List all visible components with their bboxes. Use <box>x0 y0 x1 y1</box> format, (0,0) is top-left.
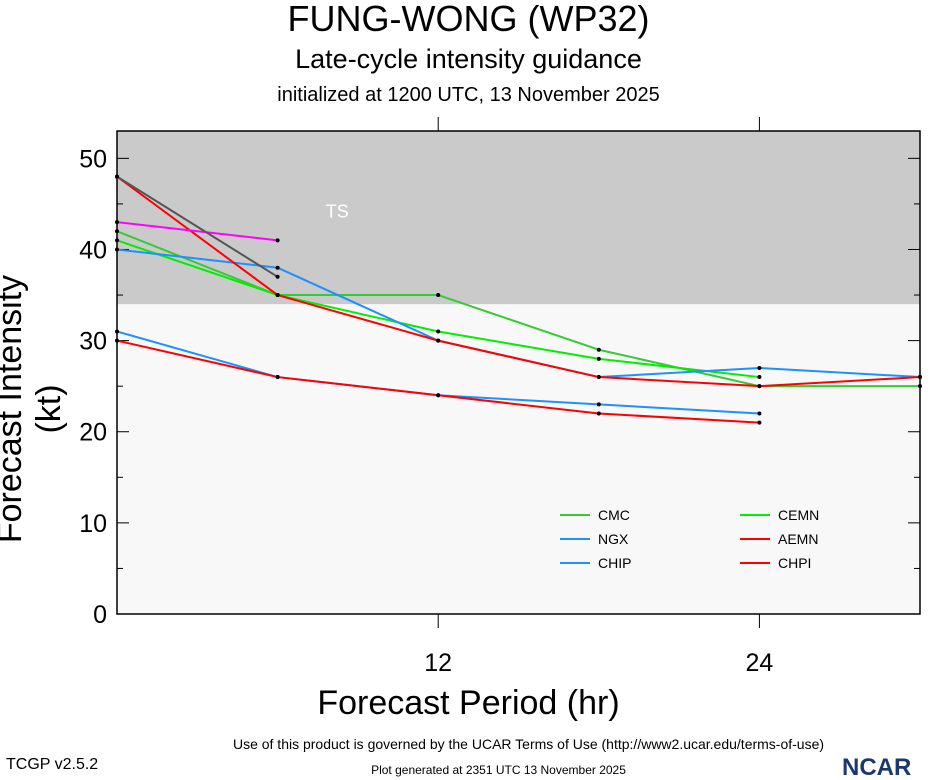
data-point <box>596 375 601 380</box>
series-line-chpi <box>598 412 760 424</box>
x-axis-label: Forecast Period (hr) <box>317 684 620 722</box>
series-label: AEMN <box>778 531 818 547</box>
x-tick-label: 24 <box>745 649 773 677</box>
y-tick-label: 0 <box>93 601 107 629</box>
plot-frame <box>116 130 921 615</box>
series-line-chip <box>438 394 599 406</box>
y-tick-label: 10 <box>79 510 107 538</box>
series-line-chpi <box>438 394 599 415</box>
y-tick-label: 30 <box>79 328 107 356</box>
data-point <box>436 329 441 334</box>
y-tick-label: 40 <box>79 236 107 264</box>
band-label: TS <box>326 202 349 222</box>
data-point <box>436 338 441 343</box>
version-label: TCGP v2.5.2 <box>6 756 99 773</box>
series-label: CEMN <box>778 507 819 523</box>
data-point <box>596 411 601 416</box>
series-line-ngx <box>116 248 278 269</box>
series-line-ngx <box>759 366 921 379</box>
series-line-chpi <box>116 339 278 379</box>
series-line-ngx <box>277 266 439 342</box>
data-point <box>757 411 762 416</box>
series-line-chip <box>598 403 760 415</box>
data-point <box>596 347 601 352</box>
generated-time: Plot generated at 2351 UTC 13 November 2… <box>371 763 626 777</box>
series-line-cemn <box>277 294 439 333</box>
chart-init-time: initialized at 1200 UTC, 13 November 202… <box>277 84 660 106</box>
data-point <box>275 375 280 380</box>
data-point <box>275 265 280 270</box>
terms-of-use: Use of this product is governed by the U… <box>232 736 825 752</box>
chart-subtitle: Late-cycle intensity guidance <box>295 44 642 74</box>
x-tick-label: 12 <box>424 649 452 677</box>
data-point <box>596 402 601 407</box>
series-line-cemn <box>598 357 760 379</box>
series-label: CHIP <box>598 555 631 571</box>
data-point <box>757 365 762 370</box>
y-tick-label: 20 <box>79 419 107 447</box>
data-point <box>757 375 762 380</box>
series-line-aemn <box>759 376 921 388</box>
data-point <box>596 356 601 361</box>
data-point <box>757 384 762 389</box>
series-label: CMC <box>598 507 630 523</box>
series-label: CHPI <box>778 555 811 571</box>
chart-title: FUNG-WONG (WP32) <box>287 0 650 39</box>
y-axis-label: Forecast Intensity (kt) <box>0 274 68 544</box>
series-line-unnamed <box>116 221 278 242</box>
series-line-cemn <box>438 330 599 360</box>
series-line-unnamed <box>116 175 279 278</box>
data-point <box>757 420 762 425</box>
data-point <box>275 238 280 243</box>
series-line-aemn <box>437 339 600 379</box>
data-point <box>275 274 280 279</box>
series-line-chpi <box>277 376 439 397</box>
series-line-aemn <box>277 294 439 342</box>
series-line-aemn <box>116 175 279 296</box>
y-tick-label: 50 <box>79 145 107 173</box>
series-line-aemn <box>598 376 760 388</box>
series-line-ngx <box>598 366 760 379</box>
data-point <box>436 393 441 398</box>
series-line-chip <box>116 330 278 379</box>
series-line-cemn <box>116 239 278 296</box>
ncar-logo: NCAR <box>842 754 912 780</box>
series-line-cmc <box>116 230 278 296</box>
series-line-cmc <box>437 294 600 351</box>
data-point <box>436 293 441 298</box>
series-label: NGX <box>598 531 629 547</box>
data-point <box>275 293 280 298</box>
